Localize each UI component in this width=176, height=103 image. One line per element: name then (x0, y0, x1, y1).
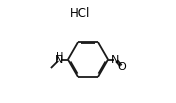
Text: HCl: HCl (70, 7, 90, 20)
Text: N: N (111, 54, 120, 64)
Text: N: N (55, 55, 64, 65)
Text: H: H (56, 52, 63, 62)
Text: O: O (118, 62, 126, 72)
